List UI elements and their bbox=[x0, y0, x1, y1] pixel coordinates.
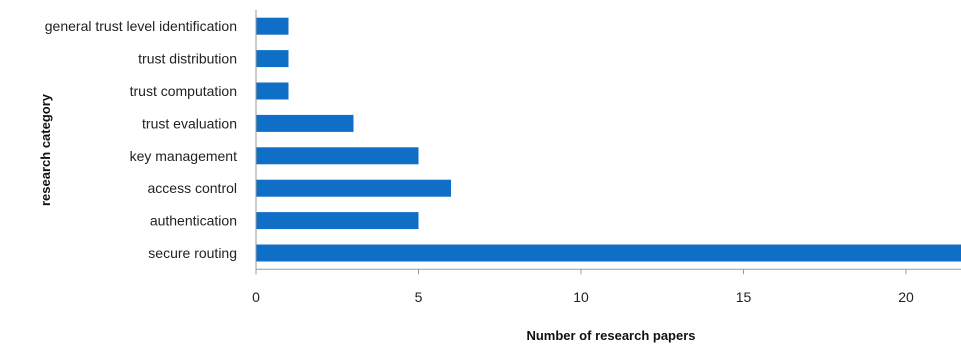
category-label-5: access control bbox=[148, 180, 237, 196]
category-label-4: key management bbox=[130, 148, 238, 164]
bar-5 bbox=[256, 179, 451, 197]
category-labels: general trust level identification trust … bbox=[45, 18, 237, 261]
x-tick-label-2: 10 bbox=[573, 289, 589, 305]
category-label-6: authentication bbox=[150, 213, 237, 229]
x-tick-label-0: 0 bbox=[252, 289, 260, 305]
y-axis-title: research category bbox=[38, 93, 53, 206]
bar-6 bbox=[256, 212, 419, 230]
x-tick-label-3: 15 bbox=[736, 289, 752, 305]
bar-0 bbox=[256, 17, 289, 35]
category-label-1: trust distribution bbox=[138, 51, 237, 67]
x-ticks: 0 5 10 15 20 bbox=[252, 269, 914, 305]
bars-group bbox=[256, 17, 961, 262]
category-label-3: trust evaluation bbox=[142, 115, 237, 131]
x-tick-label-1: 5 bbox=[415, 289, 423, 305]
category-label-2: trust computation bbox=[130, 83, 237, 99]
x-axis-title: Number of research papers bbox=[526, 328, 695, 343]
bar-7 bbox=[256, 244, 961, 262]
x-tick-label-4: 20 bbox=[898, 289, 914, 305]
bar-3 bbox=[256, 114, 354, 132]
category-label-0: general trust level identification bbox=[45, 18, 237, 34]
bar-1 bbox=[256, 50, 289, 68]
bar-4 bbox=[256, 147, 419, 165]
category-label-7: secure routing bbox=[148, 245, 237, 261]
bar-2 bbox=[256, 82, 289, 100]
